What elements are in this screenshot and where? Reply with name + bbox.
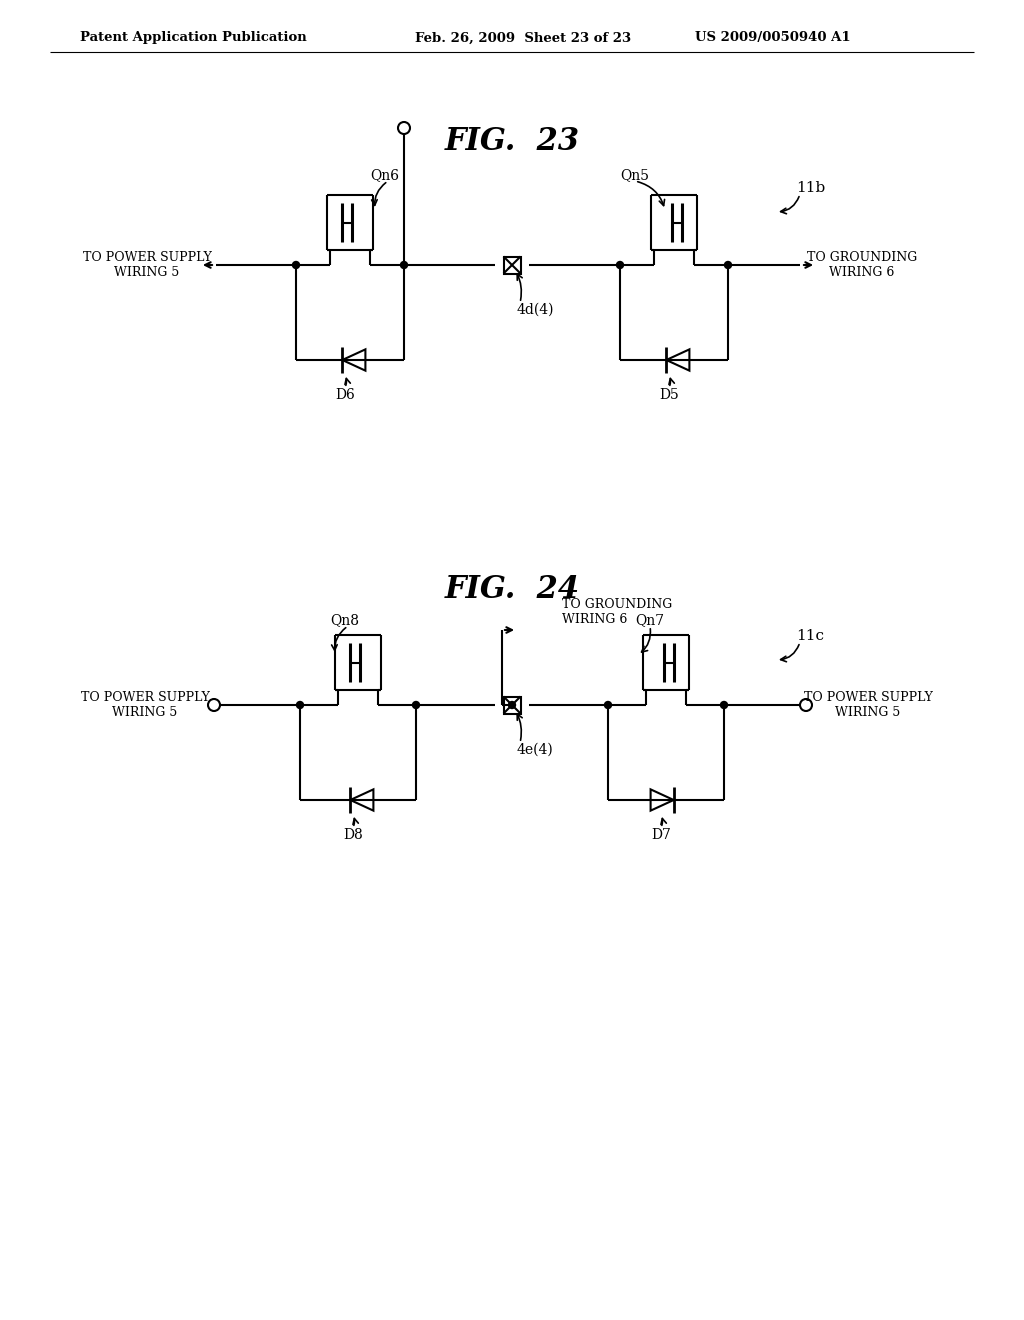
Text: Qn6: Qn6 bbox=[370, 168, 399, 182]
Circle shape bbox=[509, 701, 515, 709]
Text: Qn5: Qn5 bbox=[620, 168, 649, 182]
Circle shape bbox=[616, 261, 624, 268]
Circle shape bbox=[725, 261, 731, 268]
Text: US 2009/0050940 A1: US 2009/0050940 A1 bbox=[695, 32, 851, 45]
Text: Feb. 26, 2009  Sheet 23 of 23: Feb. 26, 2009 Sheet 23 of 23 bbox=[415, 32, 631, 45]
Bar bbox=[504, 256, 520, 273]
Text: Qn8: Qn8 bbox=[330, 612, 359, 627]
Text: Qn7: Qn7 bbox=[635, 612, 665, 627]
Text: TO POWER SUPPLY
WIRING 5: TO POWER SUPPLY WIRING 5 bbox=[804, 690, 933, 719]
Text: TO GROUNDING
WIRING 6: TO GROUNDING WIRING 6 bbox=[562, 598, 672, 626]
Text: Patent Application Publication: Patent Application Publication bbox=[80, 32, 307, 45]
Circle shape bbox=[293, 261, 299, 268]
Text: 4e(4): 4e(4) bbox=[517, 743, 554, 756]
Text: D8: D8 bbox=[343, 828, 362, 842]
Text: TO POWER SUPPLY
WIRING 5: TO POWER SUPPLY WIRING 5 bbox=[83, 251, 211, 279]
Text: FIG.  23: FIG. 23 bbox=[444, 127, 580, 157]
Circle shape bbox=[721, 701, 727, 709]
Text: 4d(4): 4d(4) bbox=[517, 304, 555, 317]
Text: D5: D5 bbox=[659, 388, 679, 403]
Bar bbox=[504, 697, 520, 714]
Circle shape bbox=[400, 261, 408, 268]
Circle shape bbox=[297, 701, 303, 709]
Circle shape bbox=[413, 701, 420, 709]
Text: TO GROUNDING
WIRING 6: TO GROUNDING WIRING 6 bbox=[807, 251, 918, 279]
Text: FIG.  24: FIG. 24 bbox=[444, 574, 580, 606]
Circle shape bbox=[604, 701, 611, 709]
Text: TO POWER SUPPLY
WIRING 5: TO POWER SUPPLY WIRING 5 bbox=[81, 690, 210, 719]
Text: 11c: 11c bbox=[796, 630, 824, 643]
Text: D6: D6 bbox=[335, 388, 355, 403]
Text: 11b: 11b bbox=[796, 181, 825, 195]
Text: D7: D7 bbox=[651, 828, 671, 842]
